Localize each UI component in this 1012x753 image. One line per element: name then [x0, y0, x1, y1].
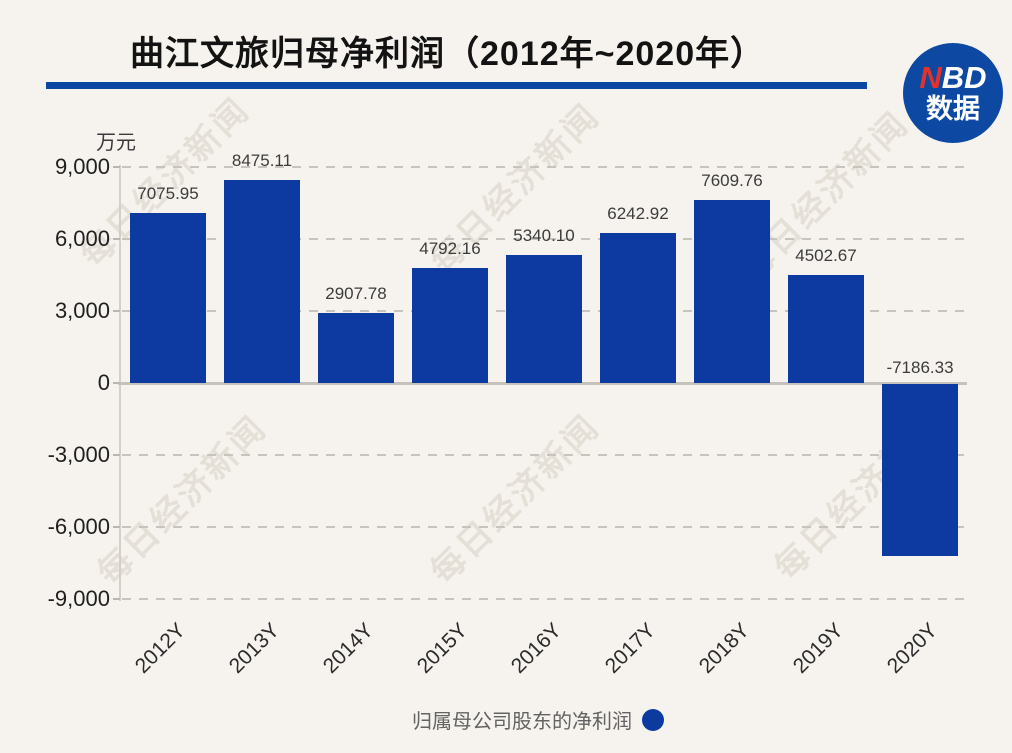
legend-marker-dot	[642, 708, 664, 731]
bar-value-label: 6242.92	[607, 204, 669, 224]
bar-value-label: 4502.67	[795, 245, 857, 265]
y-axis-tick-label: 3,000	[54, 298, 110, 323]
y-axis-tick	[113, 526, 120, 528]
bar-value-label: 5340.10	[513, 225, 575, 245]
nbd-logo-letter-n: N	[919, 60, 942, 95]
bar	[130, 213, 206, 383]
y-axis-tick-label: 0	[97, 370, 110, 395]
bar-value-label: 2907.78	[325, 284, 387, 304]
bar	[318, 313, 394, 383]
gridline	[122, 238, 965, 240]
gridline	[122, 598, 965, 600]
y-axis-unit-label: 万元	[96, 132, 136, 154]
y-axis-tick-label: -6,000	[47, 514, 110, 539]
nbd-logo-subtext: 数据	[926, 94, 980, 124]
y-axis-tick	[113, 166, 120, 168]
y-axis-tick-label: 9,000	[54, 154, 110, 179]
chart-title: 曲江文旅归母净利润（2012年~2020年）	[130, 35, 766, 73]
bar	[412, 267, 488, 383]
bar	[788, 274, 864, 383]
bar	[694, 200, 770, 383]
gridline	[122, 166, 965, 168]
title-underline	[46, 82, 867, 89]
x-axis-label: 2017Y	[600, 618, 660, 678]
y-axis-tick	[113, 598, 120, 600]
bar-value-label: 7609.76	[701, 171, 763, 191]
gridline	[122, 454, 965, 456]
x-axis-label: 2014Y	[318, 618, 378, 678]
nbd-logo-letters-bd: BD	[941, 60, 987, 95]
zero-axis-line	[118, 382, 967, 385]
nbd-logo: NBD 数据	[903, 43, 1003, 143]
y-axis-tick	[113, 454, 120, 456]
y-axis-tick-label: -3,000	[47, 442, 110, 467]
x-axis-label: 2018Y	[694, 618, 754, 678]
x-axis-label: 2020Y	[882, 618, 942, 678]
x-axis-label: 2016Y	[506, 618, 566, 678]
legend-label: 归属母公司股东的净利润	[412, 711, 632, 733]
bar	[600, 233, 676, 383]
bar	[224, 179, 300, 383]
x-axis-label: 2019Y	[788, 618, 848, 678]
bar-value-label: 4792.16	[419, 238, 481, 258]
bar	[506, 254, 582, 383]
bar-value-label: 8475.11	[231, 150, 293, 170]
y-axis-tick	[113, 382, 120, 384]
bar-value-label: -7186.33	[886, 358, 954, 377]
nbd-logo-text: NBD	[919, 62, 986, 94]
y-axis-tick-label: -9,000	[47, 586, 110, 611]
y-axis-tick-label: 6,000	[54, 226, 110, 251]
bar	[882, 384, 958, 557]
gridline	[122, 526, 965, 528]
x-axis-label: 2015Y	[412, 618, 472, 678]
bar-value-label: 7075.95	[137, 184, 199, 204]
x-axis-label: 2012Y	[130, 618, 190, 678]
y-axis-tick	[113, 238, 120, 240]
y-axis-tick	[113, 310, 120, 312]
x-axis-label: 2013Y	[224, 618, 284, 678]
legend: 归属母公司股东的净利润	[32, 705, 1012, 734]
